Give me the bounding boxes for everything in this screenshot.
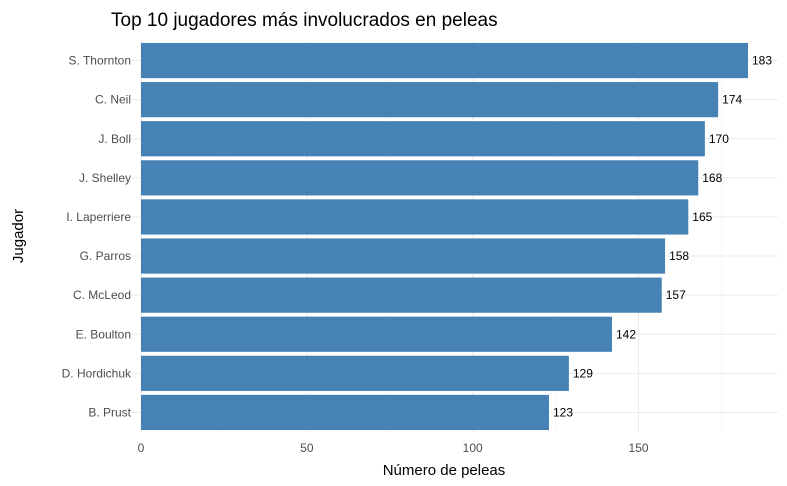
y-tick-label: C. McLeod (73, 288, 131, 302)
y-tick-label: J. Shelley (79, 171, 131, 185)
y-axis-title: Jugador (10, 209, 27, 263)
bar (141, 238, 666, 274)
x-tick-label: 50 (300, 441, 314, 455)
bar (141, 394, 549, 431)
data-labels: 183 174 170 168 165 158 157 142 129 123 (553, 54, 772, 420)
y-axis-tick-labels: S. Thornton C. Neil J. Boll J. Shelley I. La… (62, 54, 132, 420)
y-tick-label: C. Neil (95, 93, 131, 107)
data-label: 129 (573, 366, 593, 380)
data-label: 165 (692, 210, 712, 224)
bar (141, 277, 662, 313)
data-label: 142 (616, 327, 636, 341)
data-label: 168 (702, 171, 722, 185)
bar (141, 82, 719, 118)
data-label: 174 (722, 93, 742, 107)
bar (141, 160, 699, 196)
x-tick-label: 0 (138, 441, 145, 455)
data-label: 157 (666, 288, 686, 302)
data-label: 183 (752, 54, 772, 68)
y-tick-label: I. Laperriere (66, 210, 131, 224)
y-tick-label: J. Boll (98, 132, 131, 146)
y-tick-label: E. Boulton (76, 327, 131, 341)
bar (141, 355, 569, 391)
x-axis-tick-labels: 0 50 100 150 (138, 441, 649, 455)
bar (141, 199, 689, 235)
x-tick-label: 150 (629, 441, 649, 455)
y-tick-label: S. Thornton (69, 54, 131, 68)
x-tick-label: 100 (463, 441, 483, 455)
y-tick-label: D. Hordichuk (62, 366, 132, 380)
bar (141, 121, 705, 157)
y-tick-label: B. Prust (88, 405, 131, 419)
bar (141, 42, 748, 79)
chart-title: Top 10 jugadores más involucrados en pel… (111, 10, 498, 31)
x-axis-title: Número de peleas (383, 462, 506, 479)
y-tick-label: G. Parros (80, 249, 131, 263)
data-label: 170 (709, 132, 729, 146)
data-label: 123 (553, 405, 573, 419)
data-label: 158 (669, 249, 689, 263)
bar (141, 316, 613, 352)
bars (141, 42, 748, 431)
